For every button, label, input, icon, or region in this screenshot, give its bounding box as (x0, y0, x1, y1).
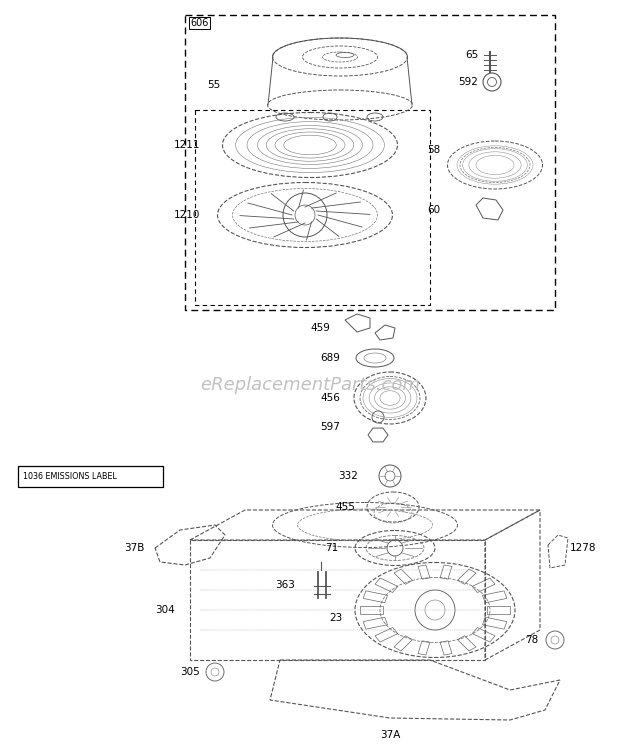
Text: 23: 23 (330, 613, 343, 623)
Text: 455: 455 (335, 502, 355, 512)
Text: 37B: 37B (125, 543, 145, 553)
Text: 689: 689 (320, 353, 340, 363)
Text: 459: 459 (310, 323, 330, 333)
Text: 1278: 1278 (570, 543, 596, 553)
Text: 65: 65 (465, 50, 478, 60)
Text: 606: 606 (190, 18, 208, 28)
Text: 1211: 1211 (174, 140, 200, 150)
Text: 1036 EMISSIONS LABEL: 1036 EMISSIONS LABEL (23, 472, 117, 481)
Text: 456: 456 (320, 393, 340, 403)
Text: 78: 78 (525, 635, 538, 645)
Text: 71: 71 (325, 543, 338, 553)
Text: 363: 363 (275, 580, 295, 590)
Text: 55: 55 (206, 80, 220, 90)
Text: 60: 60 (427, 205, 440, 215)
Text: 1210: 1210 (174, 210, 200, 220)
Text: 304: 304 (155, 605, 175, 615)
Text: eReplacementParts.com: eReplacementParts.com (200, 376, 420, 394)
Text: 305: 305 (180, 667, 200, 677)
Text: 332: 332 (338, 471, 358, 481)
Text: 58: 58 (427, 145, 440, 155)
Text: 597: 597 (320, 422, 340, 432)
Text: 592: 592 (458, 77, 478, 87)
Text: 37A: 37A (380, 730, 400, 740)
